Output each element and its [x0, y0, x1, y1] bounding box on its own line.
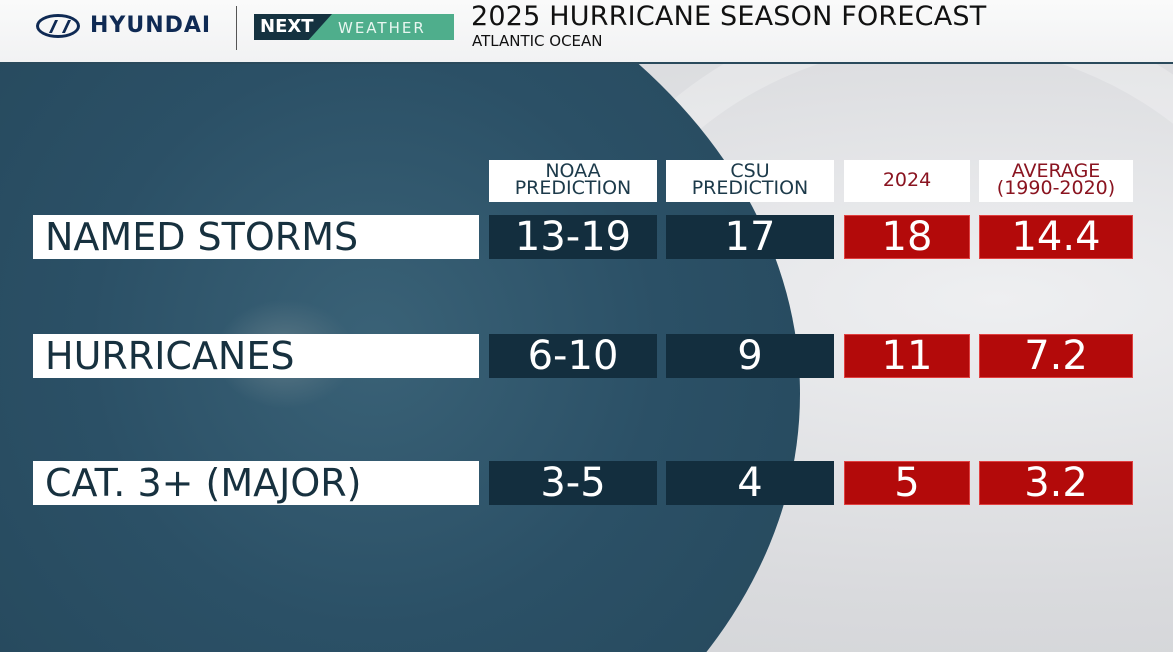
column-header-csu: CSU PREDICTION: [666, 160, 834, 202]
column-header-line2: PREDICTION: [691, 177, 809, 199]
cell-2024: 18: [844, 215, 970, 259]
row-label-cat3-major: CAT. 3+ (MAJOR): [33, 461, 479, 505]
column-header-line2: (1990-2020): [996, 177, 1116, 199]
header-bar: HYUNDAI NEXT WEATHER 2025 HURRICANE SEAS…: [0, 0, 1173, 64]
cell-average: 7.2: [979, 334, 1133, 378]
cell-csu: 4: [666, 461, 834, 505]
header-divider: [236, 6, 237, 50]
cell-noaa: 6-10: [489, 334, 657, 378]
next-weather-logo: NEXT WEATHER: [254, 14, 454, 40]
column-header-line1: 2024: [882, 169, 932, 191]
cell-2024: 5: [844, 461, 970, 505]
column-header-2024: 2024: [844, 160, 970, 202]
cell-noaa: 13-19: [489, 215, 657, 259]
column-header-noaa: NOAA PREDICTION: [489, 160, 657, 202]
page-subtitle: ATLANTIC OCEAN: [472, 32, 603, 50]
sponsor-name: HYUNDAI: [90, 13, 212, 38]
cell-average: 3.2: [979, 461, 1133, 505]
row-label-named-storms: NAMED STORMS: [33, 215, 479, 259]
row-label-hurricanes: HURRICANES: [33, 334, 479, 378]
column-header-line1: NOAA: [545, 160, 601, 182]
weather-label: WEATHER: [338, 19, 426, 37]
cell-2024: 11: [844, 334, 970, 378]
page-title: 2025 HURRICANE SEASON FORECAST: [471, 1, 987, 32]
column-header-line1: CSU: [730, 160, 770, 182]
hyundai-logo-icon: [36, 14, 80, 38]
cell-csu: 9: [666, 334, 834, 378]
column-header-line1: AVERAGE: [1011, 160, 1101, 182]
cell-noaa: 3-5: [489, 461, 657, 505]
cell-csu: 17: [666, 215, 834, 259]
next-label: NEXT: [260, 16, 314, 37]
cell-average: 14.4: [979, 215, 1133, 259]
column-header-line2: PREDICTION: [514, 177, 632, 199]
column-header-average: AVERAGE (1990-2020): [979, 160, 1133, 202]
